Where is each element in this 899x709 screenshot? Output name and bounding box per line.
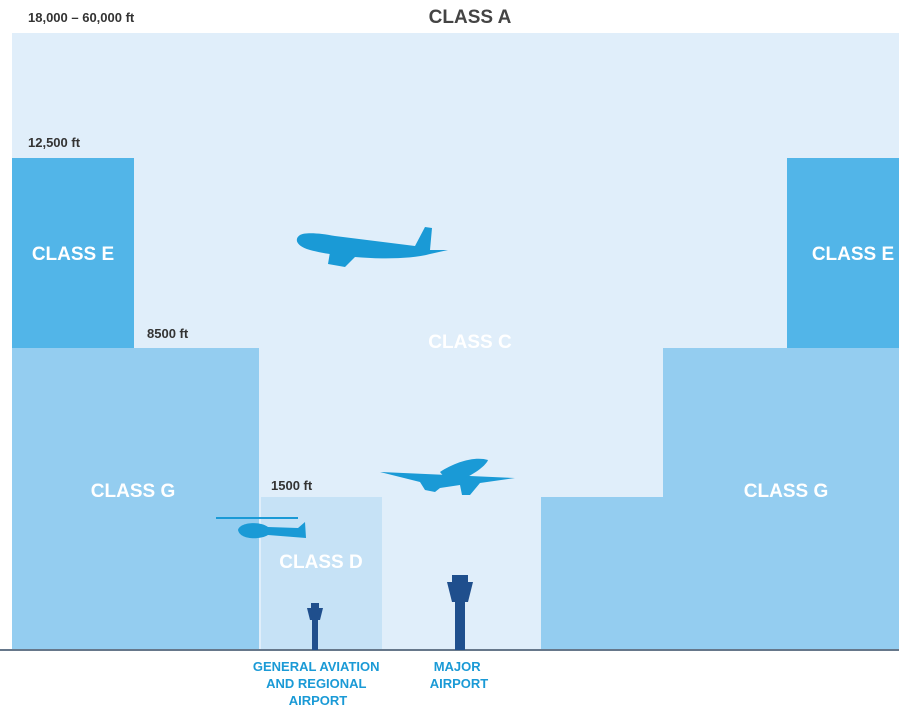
airport-label-line: GENERAL AVIATION [253, 659, 380, 674]
class-label: CLASS G [91, 481, 175, 502]
airport-label-line: MAJOR [434, 659, 482, 674]
airport-label-line: AIRPORT [289, 693, 348, 708]
class-label: CLASS C [428, 332, 512, 353]
airliner-icon [296, 227, 448, 267]
altitude-label: 8500 ft [147, 326, 189, 341]
jet-icon [380, 458, 515, 495]
airport-label: GENERAL AVIATION AND REGIONAL AIRPORT [253, 659, 383, 708]
class-label: CLASS A [429, 7, 512, 28]
class-g-left-area [12, 348, 259, 650]
airport-label-line: AND REGIONAL [266, 676, 366, 691]
regional-tower-icon [307, 603, 323, 650]
class-e-left-area [12, 158, 134, 348]
class-d-area [261, 497, 382, 650]
altitude-label: 1500 ft [271, 478, 313, 493]
class-label: CLASS G [744, 481, 828, 502]
altitude-label: 12,500 ft [28, 135, 81, 150]
airport-label: MAJOR AIRPORT [430, 659, 489, 691]
major-tower-icon [447, 575, 473, 650]
class-label: CLASS D [279, 552, 362, 573]
class-g-right-area [541, 348, 899, 650]
altitude-label: 18,000 – 60,000 ft [28, 10, 135, 25]
class-e-right-area [787, 158, 899, 348]
airport-label-line: AIRPORT [430, 676, 489, 691]
class-label: CLASS E [32, 244, 114, 265]
class-label: CLASS E [812, 244, 894, 265]
helicopter-icon [216, 517, 306, 539]
